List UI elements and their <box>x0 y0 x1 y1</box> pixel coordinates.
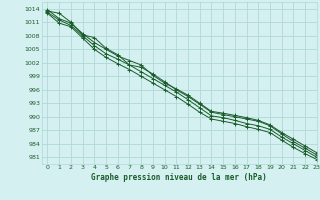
X-axis label: Graphe pression niveau de la mer (hPa): Graphe pression niveau de la mer (hPa) <box>91 173 267 182</box>
